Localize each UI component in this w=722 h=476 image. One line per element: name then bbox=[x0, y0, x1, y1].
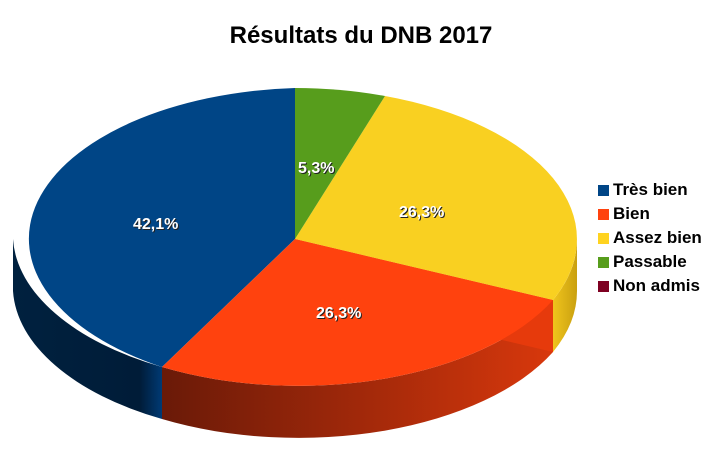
slice-side-assez-bien bbox=[553, 239, 577, 352]
legend: Très bien Bien Assez bien Passable Non a… bbox=[598, 178, 702, 298]
legend-swatch bbox=[598, 232, 609, 244]
chart-title: Résultats du DNB 2017 bbox=[229, 22, 493, 49]
svg-text:26,3%: 26,3% bbox=[316, 305, 361, 322]
slice-passable[interactable] bbox=[295, 88, 385, 239]
legend-swatch bbox=[598, 256, 609, 268]
label-passable: 5,3% 5,3% bbox=[298, 160, 335, 178]
label-bien: 26,3% 26,3% bbox=[316, 305, 362, 323]
slice-assez-bien[interactable] bbox=[295, 96, 577, 300]
svg-text:42,1%: 42,1% bbox=[134, 217, 179, 234]
slice-bien[interactable] bbox=[162, 239, 553, 386]
svg-text:26,3%: 26,3% bbox=[399, 204, 444, 221]
label-assez-bien: 26,3% 26,3% bbox=[399, 204, 445, 222]
svg-text:42,1%: 42,1% bbox=[133, 216, 178, 233]
svg-text:26,3%: 26,3% bbox=[400, 205, 445, 222]
label-tres-bien: 42,1% 42,1% bbox=[133, 216, 179, 234]
legend-swatch bbox=[598, 280, 609, 292]
slice-side-tres-bien bbox=[13, 239, 162, 419]
svg-text:26,3%: 26,3% bbox=[317, 306, 362, 323]
svg-text:5,3%: 5,3% bbox=[299, 161, 335, 178]
legend-item-passable: Passable bbox=[598, 250, 702, 274]
pie-chart: 42,1% 42,1% 5,3% 5,3% 26,3% 26,3% 26,3% … bbox=[13, 88, 577, 438]
slice-side-bien bbox=[162, 300, 553, 438]
legend-item-non-admis: Non admis bbox=[598, 274, 702, 298]
legend-swatch bbox=[598, 184, 609, 196]
legend-swatch bbox=[598, 208, 609, 220]
legend-item-assez-bien: Assez bien bbox=[598, 226, 702, 250]
legend-item-tres-bien: Très bien bbox=[598, 178, 702, 202]
svg-text:5,3%: 5,3% bbox=[298, 160, 334, 177]
legend-item-bien: Bien bbox=[598, 202, 702, 226]
slice-tres-bien[interactable] bbox=[28, 88, 295, 367]
